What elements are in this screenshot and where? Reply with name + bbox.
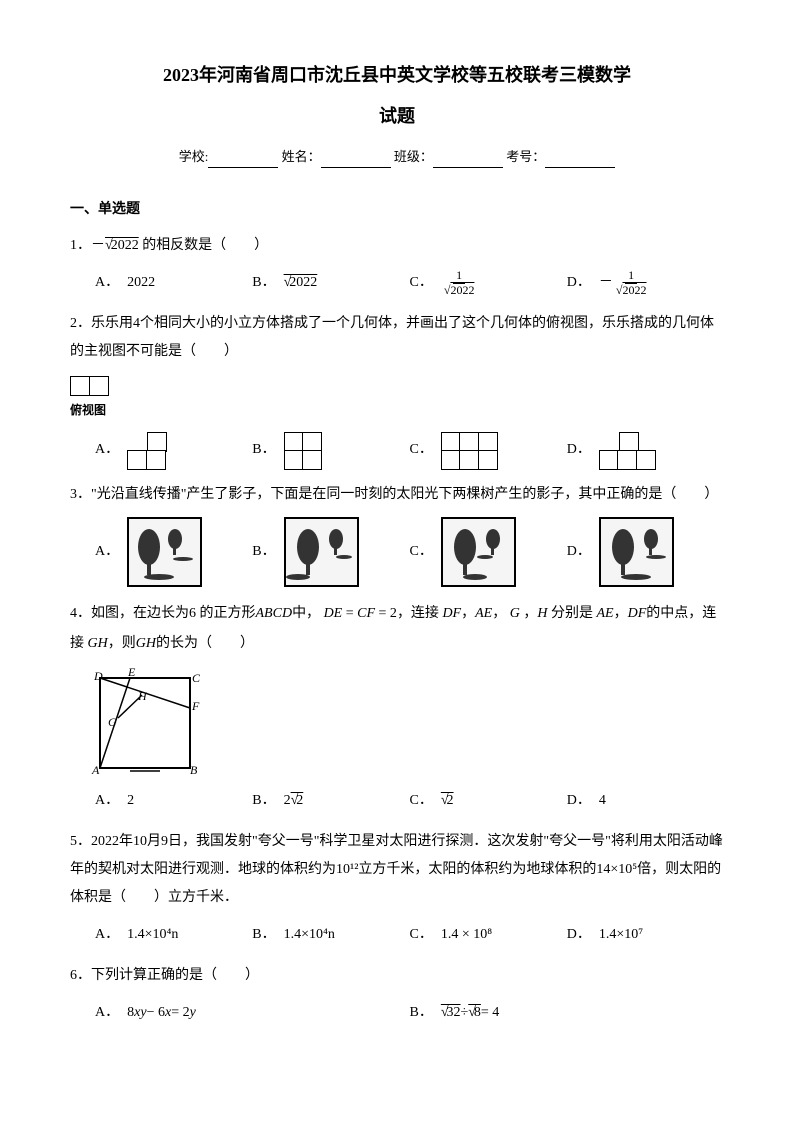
q2-opt-b: B． [252,432,409,469]
name-label: 姓名： [282,149,321,164]
q3-opt-c: C． [410,517,567,587]
svg-text:F: F [191,699,200,713]
q2-opt-a: A． [95,432,252,469]
top-view-label: 俯视图 [70,398,724,422]
q5-opt-a: A．1.4×10⁴n [95,920,252,950]
q6-opt-b: B．32 ÷ 8 = 4 [410,998,725,1028]
section-header: 一、单选题 [70,198,724,222]
q4-opt-d: D．4 [567,786,724,816]
question-1: 1．－2022 的相反数是（ ） A．2022 B．2022 C．1√2022 … [70,232,724,298]
q2-text: 2．乐乐用4个相同大小的小立方体搭成了一个几何体，并画出了这个几何体的俯视图，乐… [70,310,724,366]
q1-opt-d: D．－1√2022 [567,268,724,298]
q3-text: 3．"光沿直线传播"产生了影子，下面是在同一时刻的太阳光下两棵树产生的影子，其中… [70,481,724,509]
q5-opt-c: C．1.4 × 10⁸ [410,920,567,950]
q5-opt-b: B．1.4×10⁴n [252,920,409,950]
q3-opt-b: B． [252,517,409,587]
examno-label: 考号： [506,149,545,164]
tree-diagram-b [284,517,359,587]
q4-opt-c: C．2 [410,786,567,816]
q1-text: 1．－2022 的相反数是（ ） [70,232,724,260]
q1-options: A．2022 B．2022 C．1√2022 D．－1√2022 [95,268,724,298]
q5-options: A．1.4×10⁴n B．1.4×10⁴n C．1.4 × 10⁸ D．1.4×… [95,920,724,950]
q3-opt-a: A． [95,517,252,587]
question-4: 4．如图，在边长为6 的正方形ABCD中， DE = CF = 2，连接 DF，… [70,599,724,817]
page-title: 2023年河南省周口市沈丘县中英文学校等五校联考三模数学 [70,60,724,91]
page-subtitle: 试题 [70,101,724,132]
question-6: 6．下列计算正确的是（ ） A．8xy − 6x = 2y B．32 ÷ 8 =… [70,962,724,1028]
class-label: 班级： [394,149,433,164]
class-blank [433,154,503,168]
q6-text: 6．下列计算正确的是（ ） [70,962,724,990]
q2-options: A． B． C． D． [95,432,724,469]
q4-options: A．2 B．22 C．2 D．4 [95,786,724,816]
tree-diagram-c [441,517,516,587]
svg-text:E: E [127,668,136,679]
q1-opt-b: B．2022 [252,268,409,298]
q1-opt-c: C．1√2022 [410,268,567,298]
svg-text:G: G [108,715,117,729]
q4-opt-b: B．22 [252,786,409,816]
name-blank [321,154,391,168]
q5-text: 5．2022年10月9日，我国发射"夸父一号"科学卫星对太阳进行探测．这次发射"… [70,828,724,912]
q4-figure: D E C F A B G H [90,668,200,778]
q1-opt-a: A．2022 [95,268,252,298]
question-3: 3．"光沿直线传播"产生了影子，下面是在同一时刻的太阳光下两棵树产生的影子，其中… [70,481,724,587]
q2-opt-c: C． [410,432,567,469]
q6-opt-a: A．8xy − 6x = 2y [95,998,410,1028]
examno-blank [545,154,615,168]
q4-text: 4．如图，在边长为6 的正方形ABCD中， DE = CF = 2，连接 DF，… [70,599,724,661]
tree-diagram-a [127,517,202,587]
tree-diagram-d [599,517,674,587]
q2-top-view: 俯视图 [70,376,724,422]
school-label: 学校: [179,149,209,164]
svg-text:A: A [91,763,100,777]
svg-text:H: H [137,689,148,703]
q5-opt-d: D．1.4×10⁷ [567,920,724,950]
question-2: 2．乐乐用4个相同大小的小立方体搭成了一个几何体，并画出了这个几何体的俯视图，乐… [70,310,724,469]
q3-opt-d: D． [567,517,724,587]
q2-opt-d: D． [567,432,724,469]
question-5: 5．2022年10月9日，我国发射"夸父一号"科学卫星对太阳进行探测．这次发射"… [70,828,724,950]
svg-text:D: D [93,669,103,683]
svg-text:C: C [192,671,200,685]
q4-opt-a: A．2 [95,786,252,816]
svg-text:B: B [190,763,198,777]
q3-options: A． B． C． D． [95,517,724,587]
school-blank [208,154,278,168]
q6-options: A．8xy − 6x = 2y B．32 ÷ 8 = 4 [95,998,724,1028]
info-line: 学校: 姓名： 班级： 考号： [70,146,724,168]
